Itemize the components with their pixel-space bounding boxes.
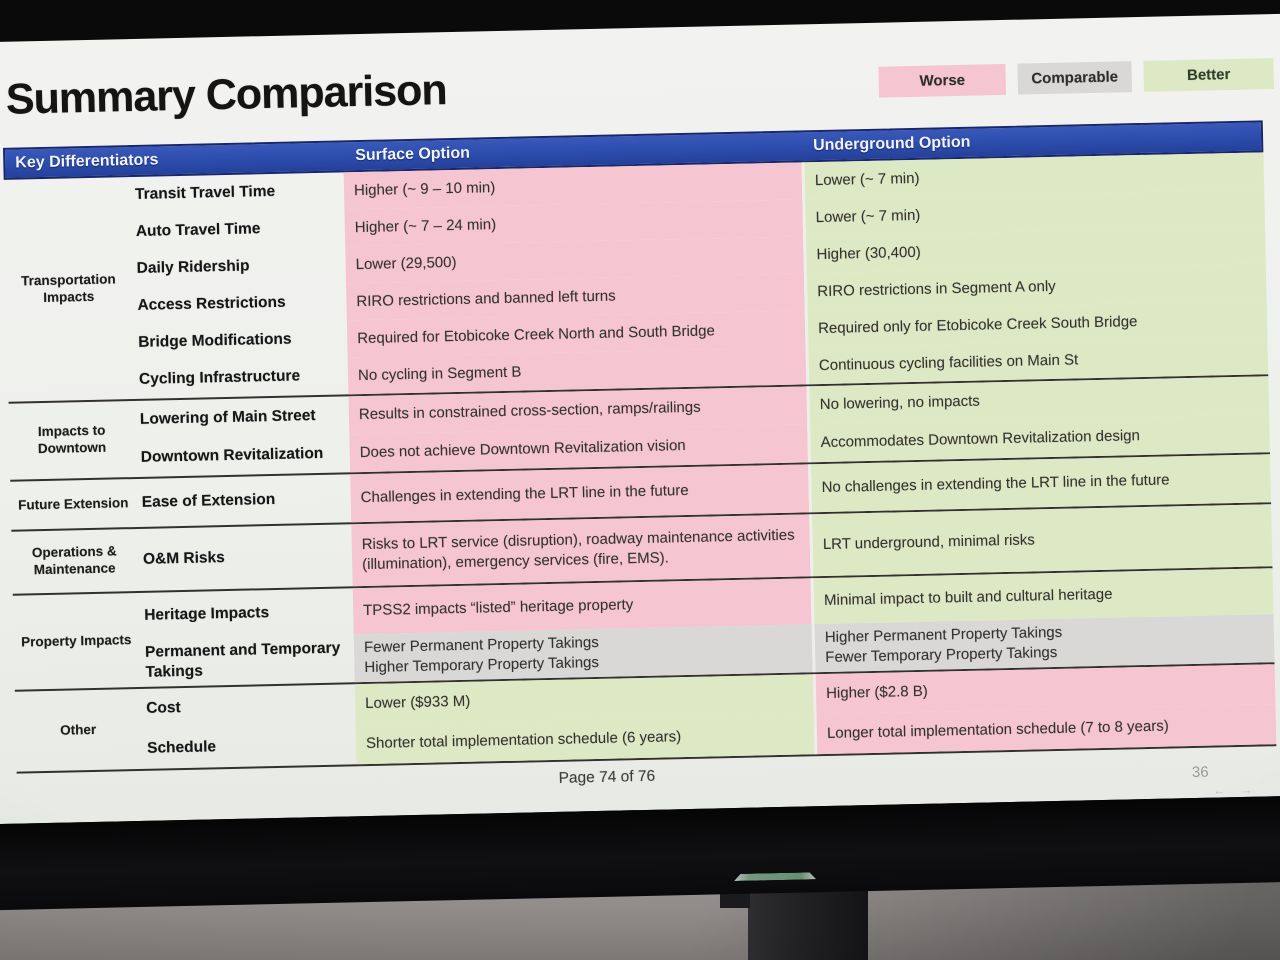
- monitor-stand: [720, 886, 868, 960]
- criterion-label: Ease of Extension: [141, 490, 276, 511]
- underground-value: Higher Permanent Property Takings Fewer …: [811, 614, 1275, 673]
- criterion-label: Schedule: [146, 738, 217, 758]
- monitor-screen: Summary Comparison Worse Comparable Bett…: [0, 13, 1280, 911]
- underground-value: No challenges in extending the LRT line …: [808, 454, 1272, 513]
- criterion-label: O&M Risks: [142, 549, 226, 568]
- legend-chip-worse: Worse: [878, 63, 1007, 98]
- nav-arrows-icon: ← →: [1213, 782, 1259, 798]
- criterion-label: Daily Ridership: [136, 257, 250, 278]
- criterion-label: Bridge Modifications: [138, 330, 292, 352]
- criterion-label: Downtown Revitalization: [140, 444, 324, 466]
- legend-chip-comparable: Comparable: [1017, 61, 1133, 95]
- slide-number: 36: [1191, 763, 1209, 782]
- criterion-label: Permanent and Temporary Takings: [144, 639, 341, 681]
- criterion-label: Heritage Impacts: [144, 604, 270, 624]
- group-label: Property Impacts: [20, 631, 132, 650]
- surface-value: Shorter total implementation schedule (6…: [355, 714, 815, 765]
- surface-value: Risks to LRT service (disruption), roadw…: [351, 514, 811, 587]
- group-label: Other: [60, 721, 97, 738]
- legend-chip-better: Better: [1143, 58, 1275, 92]
- table-group: Transportation Impacts Transit Travel Ti…: [3, 152, 1269, 404]
- comparison-table-body: Transportation Impacts Transit Travel Ti…: [3, 152, 1277, 774]
- criterion-label: Cycling Infrastructure: [138, 367, 301, 389]
- criterion-label: Transit Travel Time: [134, 183, 276, 204]
- page-indicator: Page 74 of 76: [558, 767, 656, 787]
- comparison-table: Key Differentiators Surface Option Under…: [2, 120, 1277, 774]
- power-led-icon: [734, 872, 816, 881]
- surface-value: Challenges in extending the LRT line in …: [350, 464, 810, 523]
- group-label: Operations & Maintenance: [31, 543, 117, 578]
- slide-title: Summary Comparison: [5, 66, 448, 124]
- surface-value: Fewer Permanent Property Takings Higher …: [353, 624, 813, 683]
- summary-comparison-slide: Summary Comparison Worse Comparable Bett…: [0, 13, 1280, 825]
- group-label: Transportation Impacts: [20, 271, 116, 305]
- underground-value: LRT underground, minimal risks: [809, 504, 1273, 577]
- status-legend: Worse Comparable Better: [878, 58, 1275, 98]
- criterion-label: Auto Travel Time: [135, 220, 261, 241]
- criterion-label: Lowering of Main Street: [139, 406, 316, 428]
- group-label: Impacts to Downtown: [37, 422, 107, 457]
- criterion-label: Access Restrictions: [137, 294, 286, 315]
- criterion-label: Cost: [146, 699, 181, 718]
- group-label: Future Extension: [17, 494, 129, 513]
